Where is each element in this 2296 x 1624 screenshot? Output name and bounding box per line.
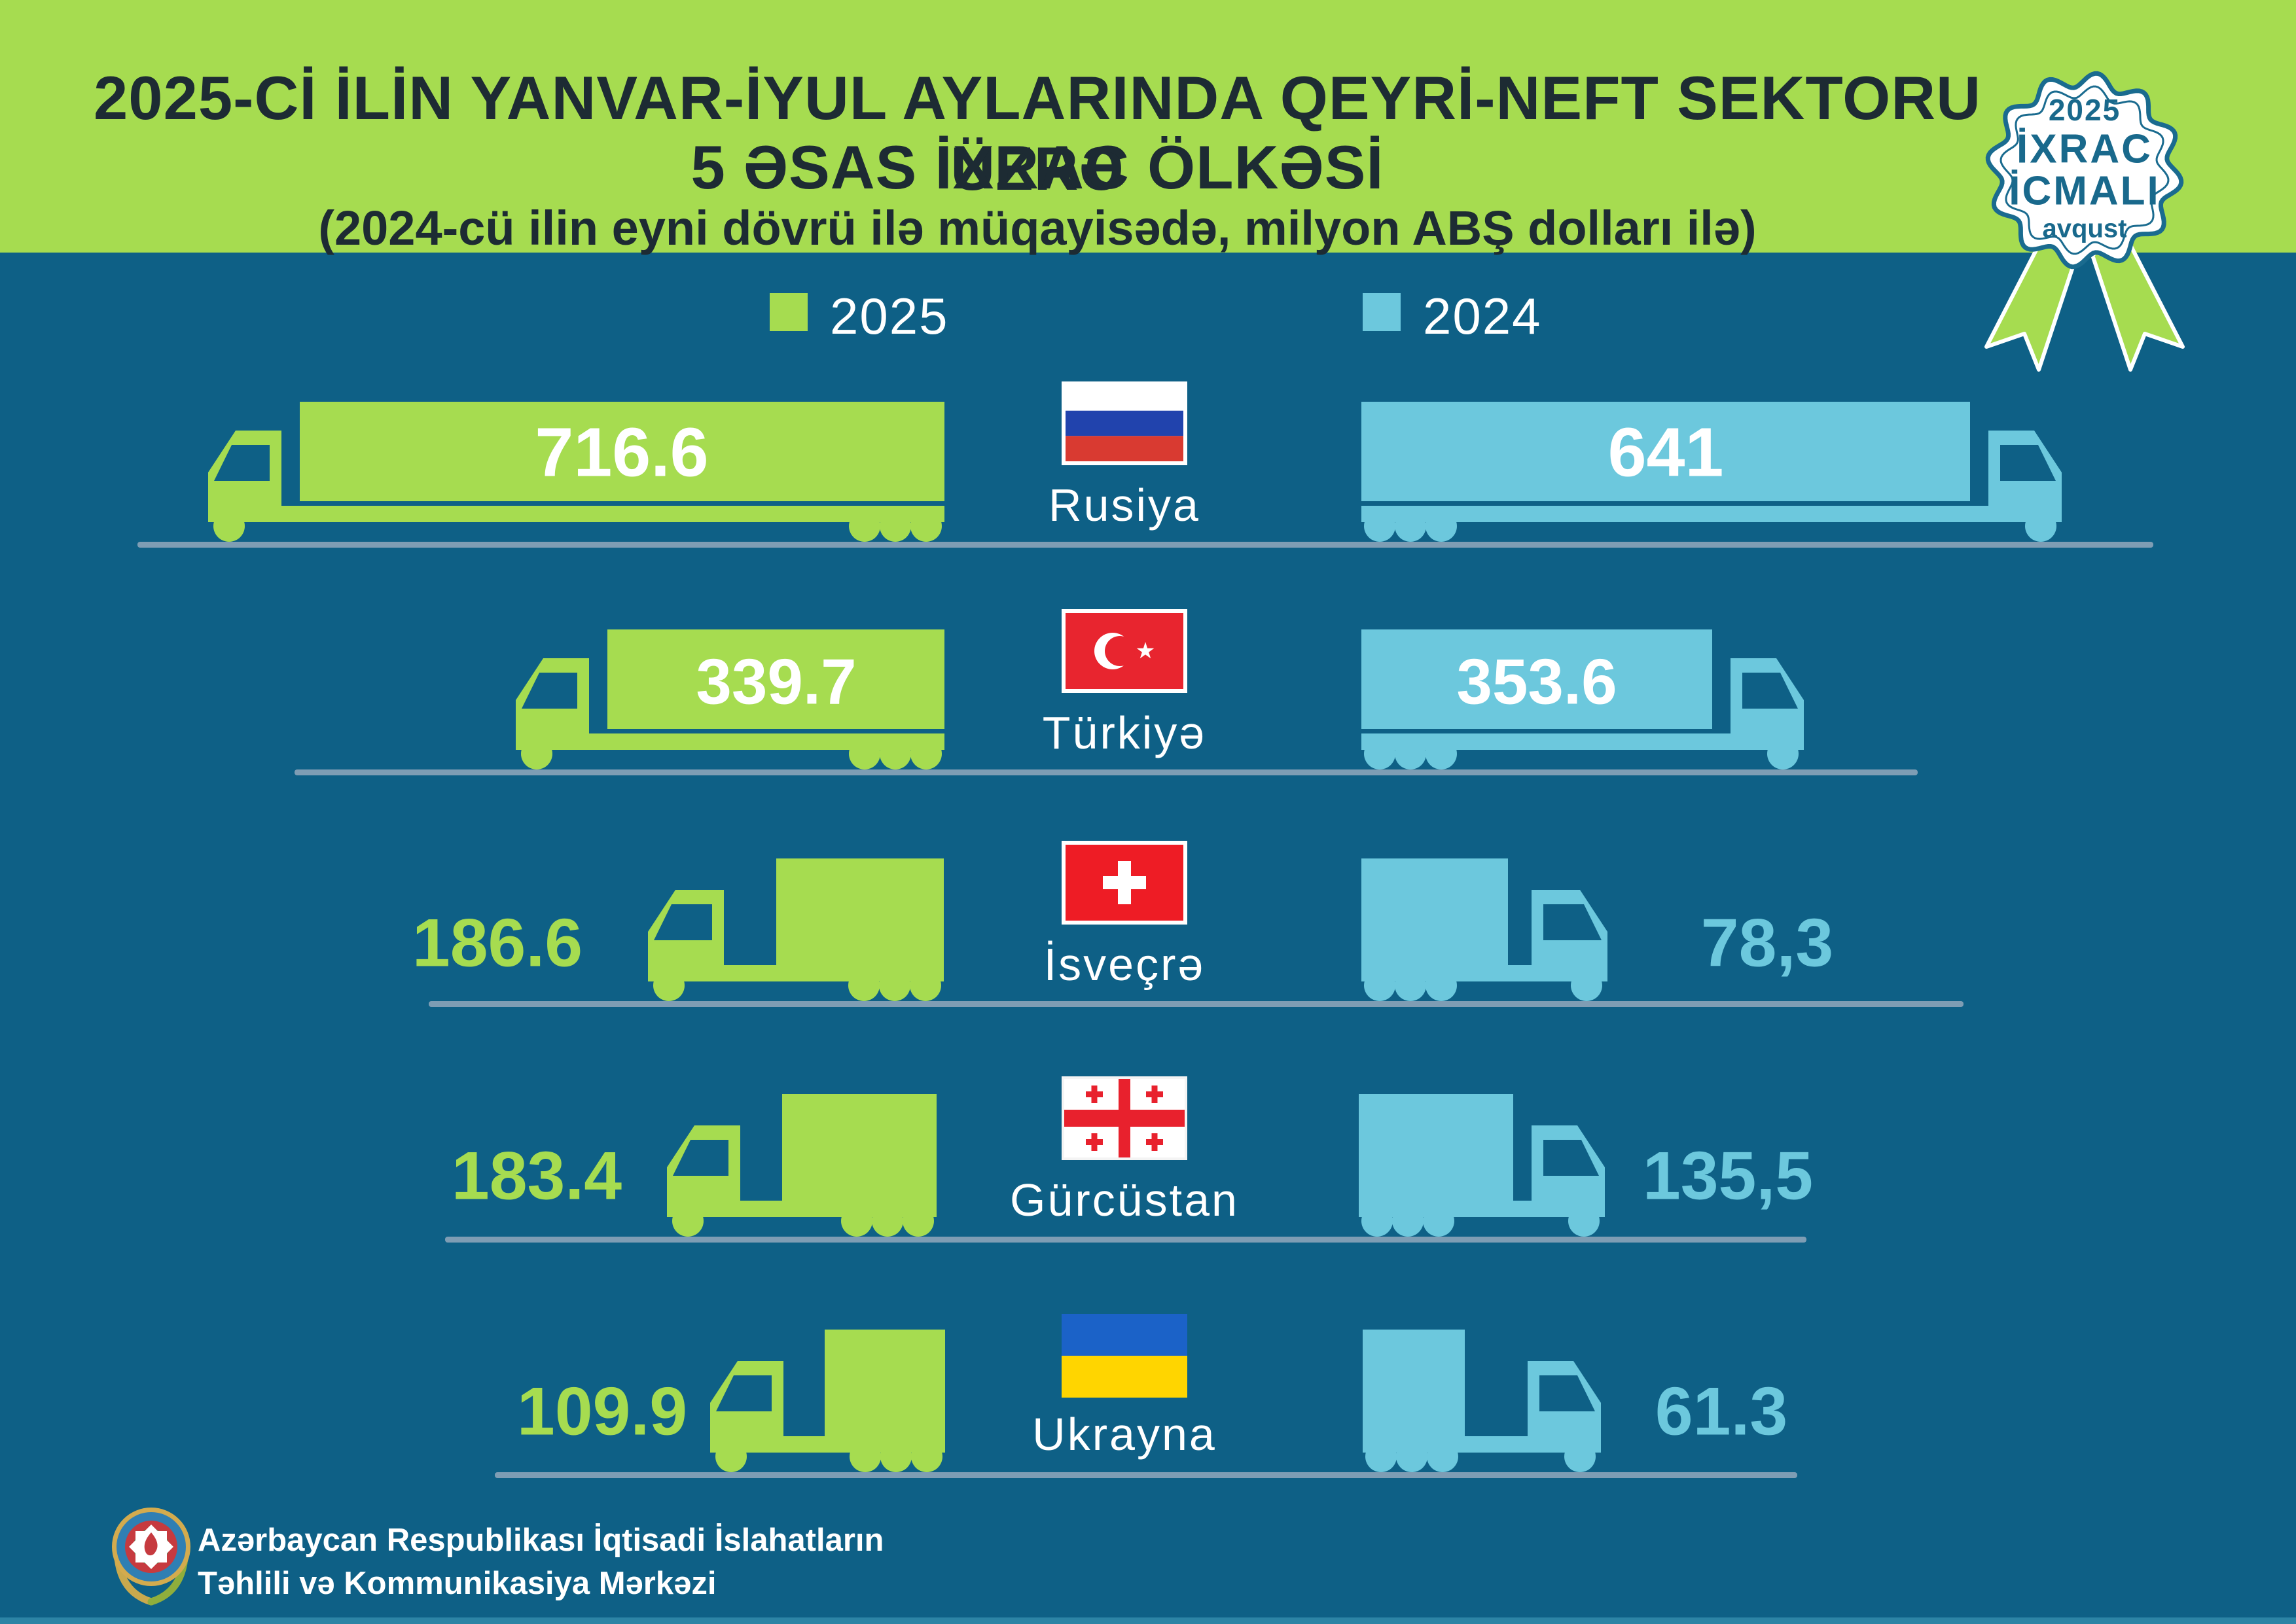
- value-2025-ukrayna: 109.9: [516, 1373, 688, 1450]
- value-2024-ukrayna: 61.3: [1655, 1373, 1788, 1450]
- value-2024-rusiya: 641: [1607, 414, 1724, 491]
- country-label-rusiya: Rusiya: [1049, 480, 1200, 531]
- flag-switzerland-icon: [1062, 841, 1187, 925]
- value-2024-isvecre: 78,3: [1700, 905, 1834, 981]
- value-2025-rusiya: 716.6: [535, 414, 709, 491]
- legend-label-2025: 2025: [830, 287, 949, 345]
- footer-org-line1: Azərbaycan Respublikası İqtisadi İslahat…: [198, 1523, 884, 1558]
- road-line-row4: [445, 1237, 1806, 1243]
- road-line-row3: [429, 1001, 1964, 1007]
- country-label-isvecre: İsveçrə: [1043, 939, 1206, 990]
- road-line-row5: [495, 1472, 1797, 1478]
- country-label-turkiye: Türkiyə: [1042, 707, 1207, 758]
- value-2024-gurcustan: 135,5: [1642, 1138, 1814, 1214]
- title-line1: 2025-Cİ İLİN YANVAR-İYUL AYLARINDA QEYRİ…: [94, 63, 1981, 203]
- road-line-row2: [295, 769, 1918, 775]
- flag-russia-icon: [1062, 381, 1187, 465]
- legend-label-2024: 2024: [1423, 287, 1542, 345]
- bottom-edge-strip: [0, 1617, 2296, 1624]
- badge-title-line1: İXRAC: [2017, 126, 2153, 172]
- title-subtitle: (2024-cü ilin eyni dövrü ilə müqayisədə,…: [318, 201, 1757, 255]
- badge-month: avqust: [2042, 214, 2127, 243]
- badge-title-line2: İCMALI: [2009, 168, 2161, 214]
- title-line2: 5 ƏSAS İXRAC ÖLKƏSİ: [691, 133, 1384, 202]
- country-label-ukrayna: Ukrayna: [1032, 1409, 1217, 1460]
- azerbaijan-emblem-icon: [112, 1508, 190, 1606]
- legend-swatch-2024: [1363, 293, 1401, 331]
- value-2024-turkiye: 353.6: [1456, 645, 1617, 718]
- header-band: [0, 0, 2296, 253]
- flag-turkey-icon: [1062, 609, 1187, 693]
- value-2025-isvecre: 186.6: [412, 905, 583, 981]
- road-line-row1: [137, 542, 2153, 548]
- flag-georgia-icon: [1062, 1076, 1187, 1160]
- footer-org-line2: Təhlili və Kommunikasiya Mərkəzi: [198, 1566, 717, 1601]
- value-2025-gurcustan: 183.4: [451, 1138, 622, 1214]
- legend-swatch-2025: [770, 293, 808, 331]
- badge-year: 2025: [2048, 93, 2121, 127]
- value-2025-turkiye: 339.7: [696, 645, 857, 718]
- flag-ukraine-icon: [1062, 1314, 1187, 1398]
- badge-seal-icon: [1984, 71, 2185, 372]
- country-label-gurcustan: Gürcüstan: [1010, 1174, 1239, 1226]
